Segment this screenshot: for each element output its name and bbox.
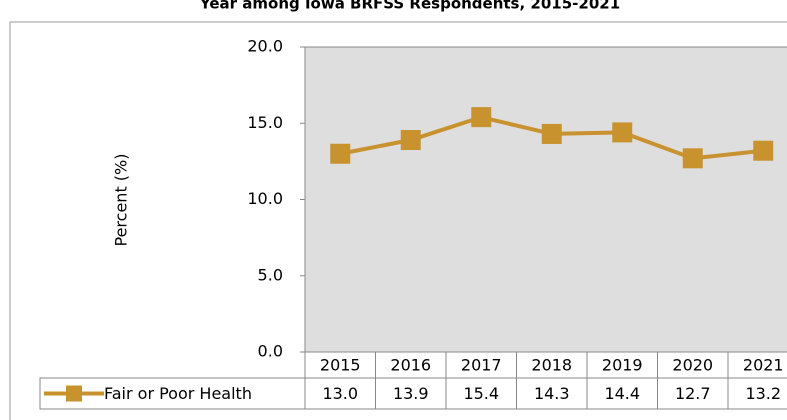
data-point	[471, 107, 492, 128]
chart-title: Year among Iowa BRFSS Respondents, 2015-…	[199, 0, 620, 13]
x-tick-label: 2015	[320, 356, 361, 375]
data-label: 14.4	[604, 384, 640, 403]
x-tick-label: 2017	[461, 356, 502, 375]
data-point	[753, 140, 774, 161]
data-label: 15.4	[463, 384, 499, 403]
data-point	[330, 143, 351, 164]
y-tick-label: 5.0	[258, 265, 283, 284]
y-tick-label: 15.0	[247, 113, 283, 132]
y-tick-label: 10.0	[247, 189, 283, 208]
data-label: 12.7	[675, 384, 711, 403]
y-tick-label: 0.0	[258, 342, 283, 361]
y-axis-label: Percent (%)	[112, 154, 131, 247]
data-point	[400, 130, 421, 151]
x-tick-label: 2019	[602, 356, 643, 375]
data-label: 13.0	[322, 384, 358, 403]
data-label: 13.2	[745, 384, 781, 403]
data-point	[541, 123, 562, 144]
x-tick-label: 2018	[531, 356, 572, 375]
table-cell	[727, 377, 787, 410]
x-tick-label: 2016	[390, 356, 431, 375]
x-tick-label: 2020	[672, 356, 713, 375]
data-point	[612, 122, 633, 143]
plot-area	[304, 46, 787, 353]
legend-swatch-marker	[66, 385, 82, 402]
legend-label: Fair or Poor Health	[104, 384, 252, 403]
data-label: 13.9	[393, 384, 429, 403]
data-label: 14.3	[534, 384, 570, 403]
x-tick-label: 2021	[743, 356, 784, 375]
data-point	[682, 148, 703, 169]
y-tick-label: 20.0	[247, 37, 283, 56]
